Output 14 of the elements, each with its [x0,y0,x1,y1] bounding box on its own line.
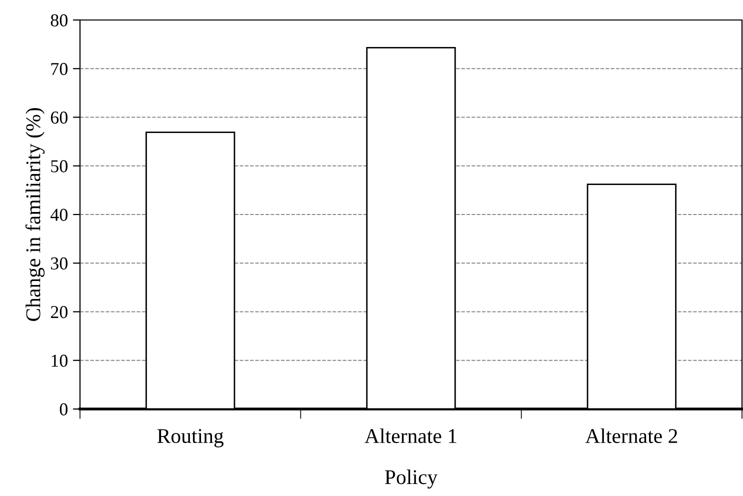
y-tick-label: 50 [51,160,68,172]
y-tick-label: 20 [50,306,68,318]
x-tick-label: Routing [157,429,224,448]
y-axis-title: Change in familiarity (%) [25,108,45,321]
x-axis-title: Policy [384,470,438,489]
y-tick-label: 40 [50,208,68,221]
x-tick-label: Alternate 1 [364,428,456,444]
x-tick-label: Alternate 2 [585,428,678,444]
y-tick-label: 10 [52,354,68,367]
y-tick-label: 60 [50,112,68,124]
y-tick-label: 0 [60,403,68,416]
y-tick-label: 30 [51,257,68,270]
y-tick-label: 80 [50,14,68,26]
y-tick-label: 70 [51,62,68,76]
